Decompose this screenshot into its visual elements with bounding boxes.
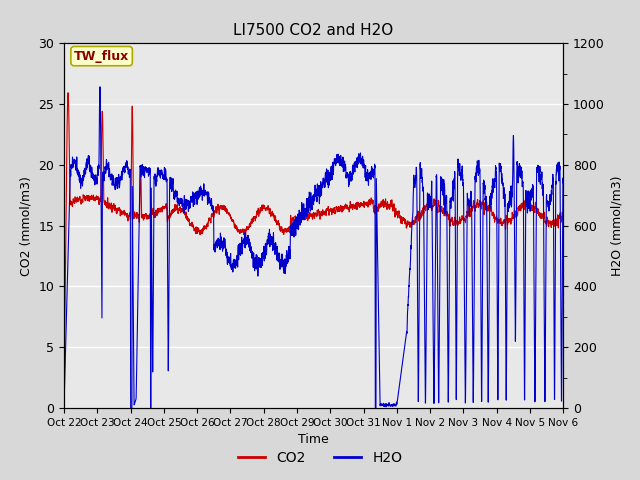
X-axis label: Time: Time: [298, 433, 329, 446]
Title: LI7500 CO2 and H2O: LI7500 CO2 and H2O: [234, 23, 394, 38]
Text: TW_flux: TW_flux: [74, 49, 129, 62]
Y-axis label: CO2 (mmol/m3): CO2 (mmol/m3): [20, 176, 33, 276]
Y-axis label: H2O (mmol/m3): H2O (mmol/m3): [611, 175, 623, 276]
Legend: CO2, H2O: CO2, H2O: [232, 445, 408, 471]
